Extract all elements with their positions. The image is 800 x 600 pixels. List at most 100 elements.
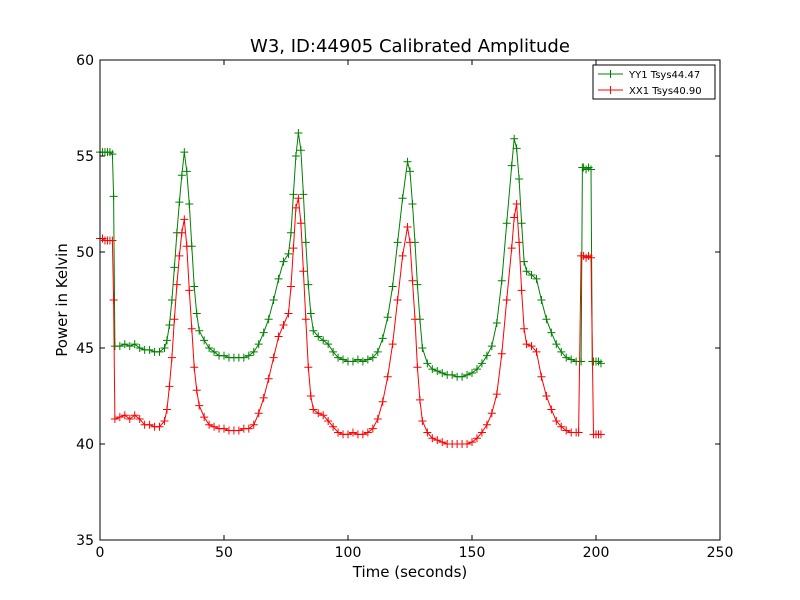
data-point <box>319 411 328 420</box>
data-point <box>200 413 209 422</box>
data-point <box>348 357 357 366</box>
data-point <box>567 355 576 364</box>
data-point <box>482 351 491 360</box>
data-point <box>289 244 298 253</box>
data-point <box>279 320 288 329</box>
data-point <box>344 430 352 439</box>
data-point <box>398 194 407 203</box>
data-point <box>547 405 556 414</box>
data-point <box>487 342 496 351</box>
data-point <box>286 228 295 237</box>
data-point <box>182 167 191 176</box>
data-point <box>368 424 377 433</box>
data-point <box>522 267 531 276</box>
data-point <box>291 203 300 212</box>
data-point <box>177 228 186 237</box>
data-point <box>269 353 278 362</box>
legend-label: YY1 Tsys44.47 <box>628 70 700 81</box>
data-point <box>348 428 357 437</box>
data-point <box>487 409 496 418</box>
data-point <box>195 326 204 335</box>
data-point <box>130 340 139 349</box>
data-point <box>299 267 308 276</box>
data-point <box>527 342 536 351</box>
data-point <box>542 392 551 400</box>
data-point <box>463 370 472 379</box>
data-point <box>468 438 476 447</box>
data-point <box>423 359 432 368</box>
series-1 <box>96 128 605 381</box>
data-point <box>180 215 189 224</box>
data-point <box>306 392 315 400</box>
y-tick-label: 60 <box>76 53 94 69</box>
data-point <box>515 238 524 247</box>
data-point <box>388 282 397 291</box>
axes: 0 50 100 150 200 250 35 40 45 50 55 60 <box>76 53 733 561</box>
data-point <box>497 349 506 358</box>
data-point <box>596 430 605 439</box>
data-point <box>180 148 189 157</box>
data-point <box>428 365 437 374</box>
data-point <box>507 244 516 253</box>
data-point <box>477 359 486 368</box>
data-point <box>324 340 333 349</box>
data-point <box>547 328 556 337</box>
data-point <box>537 296 546 304</box>
data-point <box>552 416 561 425</box>
legend: YY1 Tsys44.47 XX1 Tsys40.90 <box>592 64 716 100</box>
data-point <box>463 440 472 448</box>
data-point <box>175 198 184 207</box>
data-point <box>304 280 313 289</box>
data-point <box>187 324 196 333</box>
data-point <box>406 238 414 247</box>
legend-marker <box>606 86 615 94</box>
data-point <box>145 420 154 429</box>
data-point <box>510 134 519 143</box>
data-point <box>406 167 414 176</box>
data-point <box>520 324 529 333</box>
data-point <box>587 253 596 262</box>
data-point <box>472 365 481 374</box>
data-point <box>244 351 253 360</box>
x-tick-label: 150 <box>459 545 486 561</box>
data-point <box>108 236 117 245</box>
data-point <box>492 319 501 328</box>
data-point <box>353 355 362 364</box>
data-point <box>205 344 214 352</box>
data-point <box>109 192 118 201</box>
data-point <box>135 415 144 424</box>
data-point <box>363 428 372 437</box>
data-point <box>512 200 521 208</box>
data-point <box>284 249 293 258</box>
y-tick-label: 55 <box>76 149 94 165</box>
data-point <box>532 347 541 356</box>
data-point <box>532 274 541 283</box>
data-point <box>339 355 348 364</box>
data-point <box>264 315 273 324</box>
x-tick-label: 100 <box>335 545 362 561</box>
data-point <box>185 286 194 295</box>
data-point <box>393 296 402 304</box>
data-point <box>301 238 310 247</box>
data-point <box>314 332 323 341</box>
data-point <box>299 190 308 199</box>
data-point <box>408 200 417 208</box>
data-point <box>368 353 377 362</box>
data-point <box>125 342 134 351</box>
x-tick-label: 250 <box>707 545 734 561</box>
data-point <box>259 328 268 337</box>
data-point <box>373 415 382 424</box>
data-point <box>160 416 169 425</box>
data-point <box>234 426 243 435</box>
data-point <box>388 340 397 349</box>
data-point <box>162 405 171 414</box>
data-point <box>383 313 392 322</box>
data-point <box>190 282 199 291</box>
data-point <box>185 200 194 208</box>
data-point <box>448 370 457 379</box>
data-point <box>378 334 387 343</box>
data-point <box>244 424 253 433</box>
data-point <box>517 286 526 295</box>
data-point <box>324 416 333 425</box>
data-point <box>492 390 501 399</box>
